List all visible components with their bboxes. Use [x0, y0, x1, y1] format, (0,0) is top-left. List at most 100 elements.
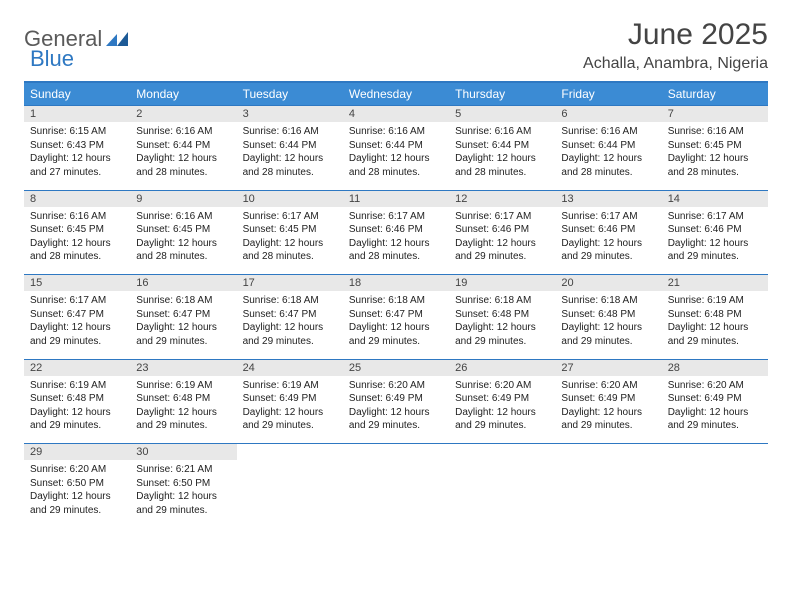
sunset-line: Sunset: 6:46 PM — [668, 223, 762, 237]
day-detail-cell — [555, 460, 661, 528]
day-detail-cell: Sunrise: 6:16 AMSunset: 6:45 PMDaylight:… — [130, 207, 236, 275]
sunrise-line: Sunrise: 6:20 AM — [668, 379, 762, 393]
day-detail-cell: Sunrise: 6:17 AMSunset: 6:46 PMDaylight:… — [449, 207, 555, 275]
day-number-cell: 10 — [237, 190, 343, 207]
sunrise-line: Sunrise: 6:20 AM — [30, 463, 124, 477]
sunrise-line: Sunrise: 6:16 AM — [455, 125, 549, 139]
day-number-cell: 4 — [343, 106, 449, 123]
day-number-cell: 28 — [662, 359, 768, 376]
day-detail-cell: Sunrise: 6:16 AMSunset: 6:45 PMDaylight:… — [662, 122, 768, 190]
sunset-line: Sunset: 6:46 PM — [455, 223, 549, 237]
sunrise-line: Sunrise: 6:18 AM — [349, 294, 443, 308]
weekday-header: Monday — [130, 82, 236, 106]
daylight-line: Daylight: 12 hours and 29 minutes. — [136, 490, 230, 517]
day-number-cell: 1 — [24, 106, 130, 123]
sunset-line: Sunset: 6:44 PM — [243, 139, 337, 153]
sunset-line: Sunset: 6:49 PM — [243, 392, 337, 406]
daylight-line: Daylight: 12 hours and 29 minutes. — [349, 321, 443, 348]
daylight-line: Daylight: 12 hours and 28 minutes. — [455, 152, 549, 179]
day-detail-cell: Sunrise: 6:17 AMSunset: 6:46 PMDaylight:… — [662, 207, 768, 275]
daylight-line: Daylight: 12 hours and 29 minutes. — [455, 406, 549, 433]
sunset-line: Sunset: 6:44 PM — [561, 139, 655, 153]
day-detail-cell — [449, 460, 555, 528]
daylight-line: Daylight: 12 hours and 29 minutes. — [30, 321, 124, 348]
sunrise-line: Sunrise: 6:16 AM — [243, 125, 337, 139]
day-detail-cell: Sunrise: 6:20 AMSunset: 6:49 PMDaylight:… — [449, 376, 555, 444]
daynum-row: 15161718192021 — [24, 275, 768, 292]
day-number-cell: 19 — [449, 275, 555, 292]
day-number-cell: 14 — [662, 190, 768, 207]
daylight-line: Daylight: 12 hours and 29 minutes. — [349, 406, 443, 433]
sunset-line: Sunset: 6:45 PM — [243, 223, 337, 237]
daylight-line: Daylight: 12 hours and 27 minutes. — [30, 152, 124, 179]
calendar-table: Sunday Monday Tuesday Wednesday Thursday… — [24, 81, 768, 528]
day-number-cell — [555, 444, 661, 461]
sunrise-line: Sunrise: 6:20 AM — [349, 379, 443, 393]
day-number-cell — [237, 444, 343, 461]
day-number-cell: 23 — [130, 359, 236, 376]
detail-row: Sunrise: 6:19 AMSunset: 6:48 PMDaylight:… — [24, 376, 768, 444]
day-detail-cell: Sunrise: 6:20 AMSunset: 6:49 PMDaylight:… — [662, 376, 768, 444]
daylight-line: Daylight: 12 hours and 29 minutes. — [243, 406, 337, 433]
day-detail-cell: Sunrise: 6:20 AMSunset: 6:49 PMDaylight:… — [555, 376, 661, 444]
sunrise-line: Sunrise: 6:15 AM — [30, 125, 124, 139]
day-detail-cell: Sunrise: 6:16 AMSunset: 6:45 PMDaylight:… — [24, 207, 130, 275]
day-detail-cell: Sunrise: 6:19 AMSunset: 6:48 PMDaylight:… — [662, 291, 768, 359]
day-number-cell: 2 — [130, 106, 236, 123]
day-number-cell: 9 — [130, 190, 236, 207]
daylight-line: Daylight: 12 hours and 28 minutes. — [243, 237, 337, 264]
day-detail-cell — [343, 460, 449, 528]
daylight-line: Daylight: 12 hours and 29 minutes. — [561, 321, 655, 348]
day-detail-cell: Sunrise: 6:17 AMSunset: 6:47 PMDaylight:… — [24, 291, 130, 359]
day-number-cell: 29 — [24, 444, 130, 461]
location: Achalla, Anambra, Nigeria — [583, 55, 768, 73]
day-number-cell: 20 — [555, 275, 661, 292]
daylight-line: Daylight: 12 hours and 28 minutes. — [136, 237, 230, 264]
day-detail-cell: Sunrise: 6:18 AMSunset: 6:47 PMDaylight:… — [130, 291, 236, 359]
weekday-header: Wednesday — [343, 82, 449, 106]
weekday-header: Sunday — [24, 82, 130, 106]
sunrise-line: Sunrise: 6:18 AM — [136, 294, 230, 308]
day-number-cell: 26 — [449, 359, 555, 376]
day-detail-cell: Sunrise: 6:20 AMSunset: 6:49 PMDaylight:… — [343, 376, 449, 444]
day-detail-cell: Sunrise: 6:19 AMSunset: 6:48 PMDaylight:… — [130, 376, 236, 444]
sunset-line: Sunset: 6:46 PM — [349, 223, 443, 237]
daylight-line: Daylight: 12 hours and 29 minutes. — [136, 321, 230, 348]
sunset-line: Sunset: 6:48 PM — [30, 392, 124, 406]
sunset-line: Sunset: 6:50 PM — [136, 477, 230, 491]
sunrise-line: Sunrise: 6:17 AM — [30, 294, 124, 308]
sunrise-line: Sunrise: 6:20 AM — [455, 379, 549, 393]
sunrise-line: Sunrise: 6:17 AM — [668, 210, 762, 224]
day-number-cell: 12 — [449, 190, 555, 207]
weekday-row: Sunday Monday Tuesday Wednesday Thursday… — [24, 82, 768, 106]
sunset-line: Sunset: 6:43 PM — [30, 139, 124, 153]
sunrise-line: Sunrise: 6:16 AM — [136, 125, 230, 139]
day-detail-cell: Sunrise: 6:16 AMSunset: 6:44 PMDaylight:… — [237, 122, 343, 190]
sunset-line: Sunset: 6:45 PM — [136, 223, 230, 237]
day-detail-cell: Sunrise: 6:19 AMSunset: 6:48 PMDaylight:… — [24, 376, 130, 444]
daynum-row: 1234567 — [24, 106, 768, 123]
sunrise-line: Sunrise: 6:21 AM — [136, 463, 230, 477]
logo-text-2: Blue — [30, 46, 74, 72]
day-detail-cell — [237, 460, 343, 528]
day-detail-cell: Sunrise: 6:18 AMSunset: 6:47 PMDaylight:… — [237, 291, 343, 359]
day-number-cell: 15 — [24, 275, 130, 292]
daylight-line: Daylight: 12 hours and 29 minutes. — [561, 406, 655, 433]
sunset-line: Sunset: 6:45 PM — [30, 223, 124, 237]
day-detail-cell: Sunrise: 6:19 AMSunset: 6:49 PMDaylight:… — [237, 376, 343, 444]
daylight-line: Daylight: 12 hours and 29 minutes. — [136, 406, 230, 433]
day-number-cell — [343, 444, 449, 461]
daylight-line: Daylight: 12 hours and 28 minutes. — [349, 152, 443, 179]
sunset-line: Sunset: 6:47 PM — [243, 308, 337, 322]
day-number-cell — [449, 444, 555, 461]
sunset-line: Sunset: 6:48 PM — [136, 392, 230, 406]
sunrise-line: Sunrise: 6:16 AM — [136, 210, 230, 224]
sunrise-line: Sunrise: 6:17 AM — [561, 210, 655, 224]
daynum-row: 891011121314 — [24, 190, 768, 207]
daylight-line: Daylight: 12 hours and 29 minutes. — [455, 237, 549, 264]
day-detail-cell: Sunrise: 6:16 AMSunset: 6:44 PMDaylight:… — [449, 122, 555, 190]
day-number-cell: 17 — [237, 275, 343, 292]
sunrise-line: Sunrise: 6:19 AM — [668, 294, 762, 308]
day-number-cell: 11 — [343, 190, 449, 207]
day-detail-cell: Sunrise: 6:17 AMSunset: 6:45 PMDaylight:… — [237, 207, 343, 275]
